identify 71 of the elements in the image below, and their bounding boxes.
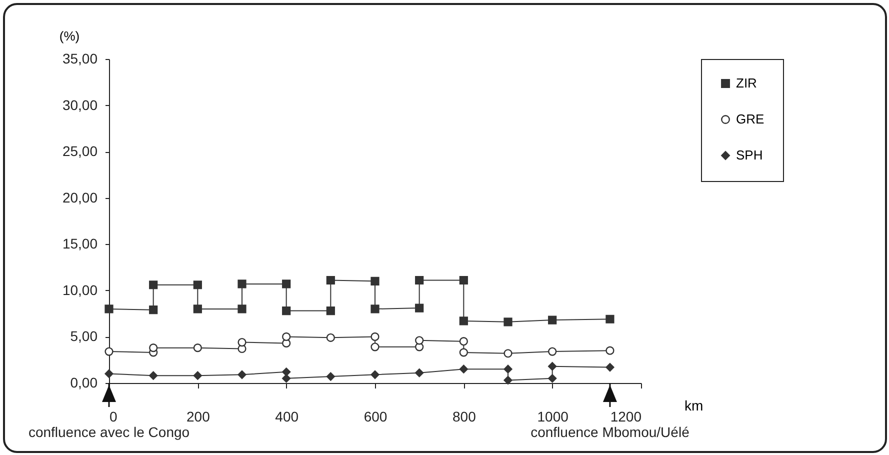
point [193, 280, 202, 290]
x-tick-label: 1200 [610, 408, 642, 424]
x-axis-title: km [684, 398, 704, 414]
point [326, 372, 335, 381]
x-tick-label: 800 [452, 408, 476, 424]
point [504, 364, 512, 374]
point [282, 374, 291, 383]
ref-line-label: confluence Mbomou/Uélé [530, 424, 690, 440]
point [504, 349, 512, 358]
point [459, 316, 468, 326]
point [459, 337, 468, 346]
point [548, 374, 557, 383]
point [326, 276, 335, 285]
y-tick-label: 10,00 [62, 282, 98, 298]
point [606, 346, 614, 355]
y-tick-label: 25,00 [62, 143, 98, 160]
x-tick-label: 600 [364, 408, 388, 424]
point [504, 376, 512, 385]
point [326, 333, 335, 342]
point [104, 347, 114, 356]
legend-label: SPH [736, 148, 763, 162]
point [548, 347, 557, 356]
point [459, 348, 468, 357]
point [459, 364, 468, 374]
legend-label: ZIR [736, 76, 757, 90]
x-tick-label: 1000 [537, 408, 569, 424]
point [238, 338, 246, 347]
point [459, 276, 468, 285]
x-tick-label: 200 [186, 408, 210, 424]
point [238, 280, 246, 288]
point [370, 276, 380, 286]
point [149, 280, 158, 290]
point [282, 368, 291, 376]
point [104, 369, 114, 378]
ref-line-label: confluence avec le Congo [28, 424, 190, 440]
legend-label: GRE [736, 112, 764, 126]
point [415, 276, 424, 285]
point [370, 304, 380, 314]
point [606, 314, 614, 324]
point [326, 306, 335, 316]
point [370, 342, 380, 352]
y-tick-label: 35,00 [62, 50, 98, 66]
x-tick-label: 0 [110, 408, 118, 424]
point [193, 344, 202, 352]
point [415, 304, 424, 312]
y-tick-label: 30,00 [62, 96, 98, 113]
point [415, 368, 424, 378]
point [370, 370, 380, 379]
point [149, 344, 158, 352]
y-tick-label: 20,00 [62, 189, 98, 206]
point [149, 371, 158, 380]
point [504, 318, 512, 326]
point [193, 371, 202, 380]
point [238, 304, 246, 314]
y-axis-title: (%) [59, 28, 80, 44]
point [104, 304, 114, 314]
point [282, 306, 291, 316]
y-tick-label: 0,00 [70, 374, 98, 390]
point [149, 306, 158, 314]
point [606, 362, 614, 372]
point [415, 336, 424, 345]
x-tick-label: 400 [275, 408, 299, 424]
y-tick-label: 5,00 [70, 328, 98, 344]
point [193, 304, 202, 314]
point [548, 362, 557, 371]
point [282, 280, 291, 288]
point [282, 332, 291, 342]
point [548, 316, 557, 324]
point [370, 332, 380, 342]
y-tick-label: 15,00 [62, 236, 98, 252]
point [238, 370, 246, 379]
